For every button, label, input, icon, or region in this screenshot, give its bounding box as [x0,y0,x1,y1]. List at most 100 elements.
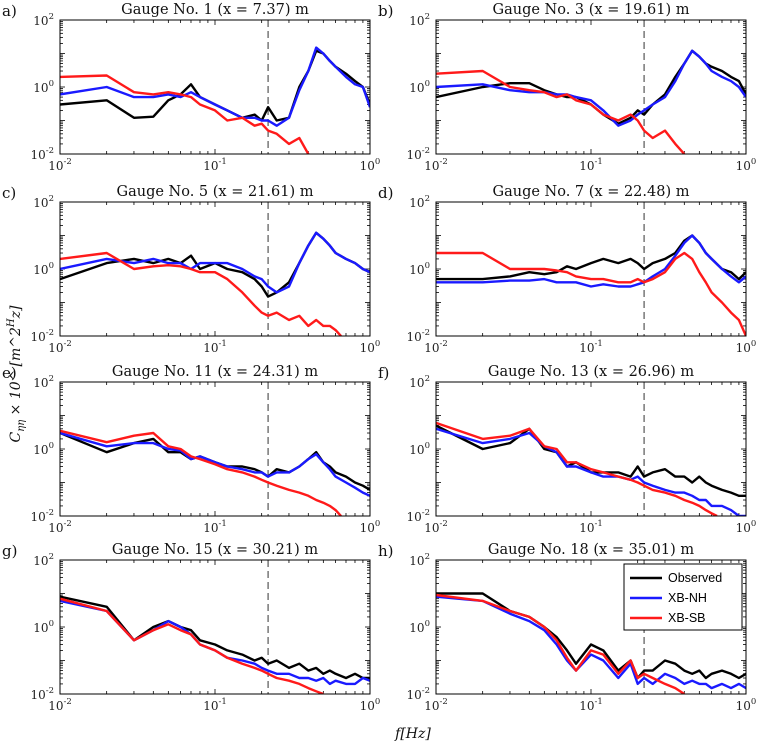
panel-c: 10-2 10-1 100 10-2 100 102 Gauge No. 5 (x = 21… [2,184,380,355]
panel-title: Gauge No. 1 (x = 7.37) m [121,2,309,18]
series-line-xb-sb [60,251,342,336]
series-line-xb-nh [60,599,370,686]
axes-box [435,201,747,337]
panel-f: 10-2 10-1 100 10-2 100 102 Gauge No. 13 (x = 2… [378,364,756,535]
panel-label: a) [2,2,17,20]
legend: Observed XB-NH XB-SB [623,563,743,631]
y-tick-label: 102 [33,194,54,210]
y-tick-label: 100 [409,79,430,95]
y-tick-label: 100 [409,619,430,635]
panel-d: 10-2 10-1 100 10-2 100 102 Gauge No. 7 (x = 22… [378,184,756,355]
axes-border [435,201,747,337]
x-tick-label: 10-1 [579,157,603,173]
x-tick-label: 10-2 [48,157,72,173]
y-tick-label: 10-2 [406,146,430,162]
x-tick-label: 10-2 [48,697,72,713]
legend-entry: XB-NH [668,591,707,605]
panel-title: Gauge No. 18 (x = 35.01) m [488,542,694,558]
series-line-xb-sb [60,597,324,694]
axes-box [59,559,371,695]
panel-label: b) [378,2,393,20]
panel-g: 10-2 10-1 100 10-2 100 102 Gauge No. 15 (x = 3… [2,542,380,713]
y-tick-label: 100 [409,441,430,457]
y-tick-label: 102 [409,374,430,390]
y-tick-label: 102 [33,374,54,390]
y-axis-label: Cηη × 10^ [m^2Hz] [6,305,27,443]
series-line-xb-nh [436,234,746,288]
y-tick-label: 102 [409,552,430,568]
y-tick-label: 100 [33,261,54,277]
series-line-xb-nh [60,431,370,497]
axes-border [59,559,371,695]
panel-title: Gauge No. 13 (x = 26.96) m [488,364,694,380]
x-tick-label: 10-1 [203,697,227,713]
x-tick-label: 100 [360,519,381,535]
x-axis-label: f[Hz] [394,726,431,742]
axes-border [435,19,747,155]
y-tick-label: 102 [33,552,54,568]
panel-label: g) [2,542,17,560]
x-tick-label: 10-2 [424,519,448,535]
y-tick-label: 100 [33,619,54,635]
panel-a: 10-2 10-1 100 10-2 100 102 Gauge No. 1 (x = 7.… [2,2,380,173]
y-tick-label: 10-2 [406,686,430,702]
panel-b: 10-2 10-1 100 10-2 100 102 Gauge No. 3 (x = 19… [378,2,756,173]
y-tick-label: 10-2 [30,328,54,344]
plot-area [436,202,746,336]
plot-area [436,20,746,154]
series-line-xb-sb [60,74,310,154]
panel-title: Gauge No. 11 (x = 24.31) m [112,364,318,380]
series-line-xb-sb [60,429,342,516]
plot-area [60,382,370,516]
x-tick-label: 10-1 [203,519,227,535]
x-tick-label: 100 [736,157,757,173]
panel-title: Gauge No. 7 (x = 22.48) m [493,184,690,200]
x-tick-label: 10-2 [424,157,448,173]
legend-entry: Observed [668,571,722,585]
x-tick-label: 10-1 [203,157,227,173]
panel-label: d) [378,184,393,202]
x-tick-label: 100 [360,157,381,173]
plot-area [436,382,746,516]
panel-label: c) [2,184,16,202]
y-tick-label: 100 [409,261,430,277]
series-line-xb-sb [436,593,685,694]
x-tick-label: 10-2 [424,339,448,355]
x-tick-label: 10-1 [579,339,603,355]
axes-box [59,381,371,517]
series-line-xb-sb [436,421,718,516]
plot-area [60,202,370,336]
plot-area [60,20,370,154]
plot-area [436,560,746,694]
x-tick-label: 10-1 [203,339,227,355]
x-tick-label: 100 [736,339,757,355]
y-tick-label: 10-2 [30,686,54,702]
y-tick-label: 100 [33,441,54,457]
x-tick-label: 10-2 [424,697,448,713]
series-line-xb-nh [436,595,746,690]
x-tick-label: 10-2 [48,519,72,535]
y-tick-label: 10-2 [30,508,54,524]
y-tick-label: 10-2 [30,146,54,162]
x-tick-label: 100 [736,519,757,535]
axes-border [59,19,371,155]
legend-entry: XB-SB [668,611,706,625]
axes-box [59,201,371,337]
x-tick-label: 100 [736,697,757,713]
panel-title: Gauge No. 15 (x = 30.21) m [112,542,318,558]
y-tick-label: 10-2 [406,508,430,524]
panel-label: h) [378,542,394,560]
y-tick-label: 102 [409,194,430,210]
y-tick-label: 102 [33,12,54,28]
axes-border [435,381,747,517]
panel-h: 10-2 10-1 100 10-2 100 102 Gauge No. 18 (x = 3… [378,542,756,713]
x-tick-label: 100 [360,697,381,713]
y-tick-label: 102 [409,12,430,28]
panel-label: f) [378,364,389,382]
y-tick-label: 10-2 [406,328,430,344]
series-line-xb-sb [436,251,746,336]
x-tick-label: 10-2 [48,339,72,355]
series-line-xb-nh [60,46,370,127]
y-tick-label: 100 [33,79,54,95]
x-tick-label: 10-1 [579,519,603,535]
